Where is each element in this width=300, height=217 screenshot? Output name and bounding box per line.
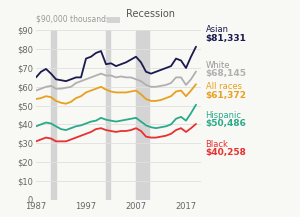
Text: All races: All races [206,82,242,91]
Bar [136,30,148,200]
Text: Hispanic: Hispanic [206,111,242,120]
Text: Recession: Recession [126,9,175,19]
Text: White: White [206,61,230,70]
Bar [51,30,56,200]
Text: $90,000 thousands: $90,000 thousands [36,15,110,24]
Text: $40,258: $40,258 [206,148,246,157]
Text: Black: Black [206,140,228,149]
Text: $61,372: $61,372 [206,91,247,100]
Text: $68,145: $68,145 [206,69,247,78]
Text: $50,486: $50,486 [206,119,246,128]
Text: $81,331: $81,331 [206,34,246,43]
Text: Asian: Asian [206,25,229,34]
Bar [106,30,110,200]
